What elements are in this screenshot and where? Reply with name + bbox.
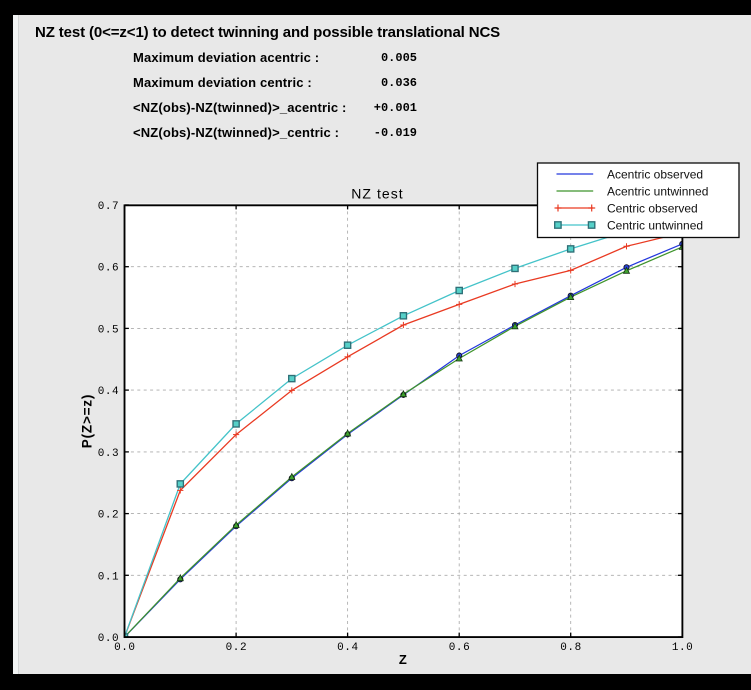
svg-text:0.2: 0.2	[226, 642, 247, 654]
svg-text:Z: Z	[399, 652, 407, 667]
svg-text:0.1: 0.1	[98, 571, 119, 583]
svg-text:0.8: 0.8	[560, 642, 581, 654]
svg-text:0.7: 0.7	[98, 201, 119, 213]
svg-text:0.6: 0.6	[98, 263, 119, 275]
svg-text:0.0: 0.0	[114, 642, 135, 654]
svg-text:1.0: 1.0	[672, 642, 693, 654]
svg-text:0.4: 0.4	[337, 642, 358, 654]
svg-text:Acentric observed: Acentric observed	[607, 168, 703, 182]
svg-text:Acentric untwinned: Acentric untwinned	[607, 185, 708, 199]
svg-text:0.3: 0.3	[98, 448, 119, 460]
svg-text:0.5: 0.5	[98, 324, 119, 336]
svg-text:Centric untwinned: Centric untwinned	[607, 219, 703, 233]
svg-text:0.2: 0.2	[98, 510, 119, 522]
svg-text:0.0: 0.0	[98, 633, 119, 645]
svg-text:P(Z>=z): P(Z>=z)	[80, 394, 95, 448]
svg-text:0.4: 0.4	[98, 386, 119, 398]
svg-text:Centric observed: Centric observed	[607, 202, 698, 216]
svg-text:NZ test: NZ test	[351, 186, 403, 202]
svg-text:0.6: 0.6	[449, 642, 470, 654]
